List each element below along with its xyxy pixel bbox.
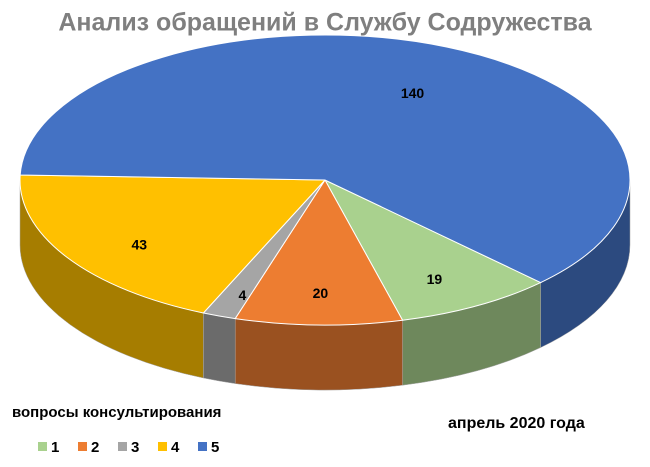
legend-marker <box>158 442 167 451</box>
data-label: 43 <box>132 236 148 252</box>
slice-side <box>234 318 403 391</box>
slice-side <box>203 312 236 384</box>
legend-marker <box>198 442 207 451</box>
chart-title: Анализ обращений в Службу Содружества <box>58 9 592 37</box>
data-label: 140 <box>401 85 425 101</box>
data-label: 4 <box>239 287 247 303</box>
slice <box>19 174 327 314</box>
slice <box>19 34 631 284</box>
slice <box>323 178 542 321</box>
legend-marker <box>38 442 47 451</box>
legend-label: 5 <box>211 439 219 456</box>
annotation: апрель 2020 года <box>448 415 585 432</box>
data-label: 19 <box>427 271 443 287</box>
data-label: 20 <box>313 285 329 301</box>
slice <box>234 179 404 326</box>
legend-label: 1 <box>51 439 59 456</box>
legend-label: 2 <box>91 439 99 456</box>
legend-label: 4 <box>171 439 180 456</box>
legend-marker <box>118 442 127 451</box>
legend-title: вопросы консультирования <box>12 404 221 421</box>
legend-marker <box>78 442 87 451</box>
legend-label: 3 <box>131 439 139 456</box>
